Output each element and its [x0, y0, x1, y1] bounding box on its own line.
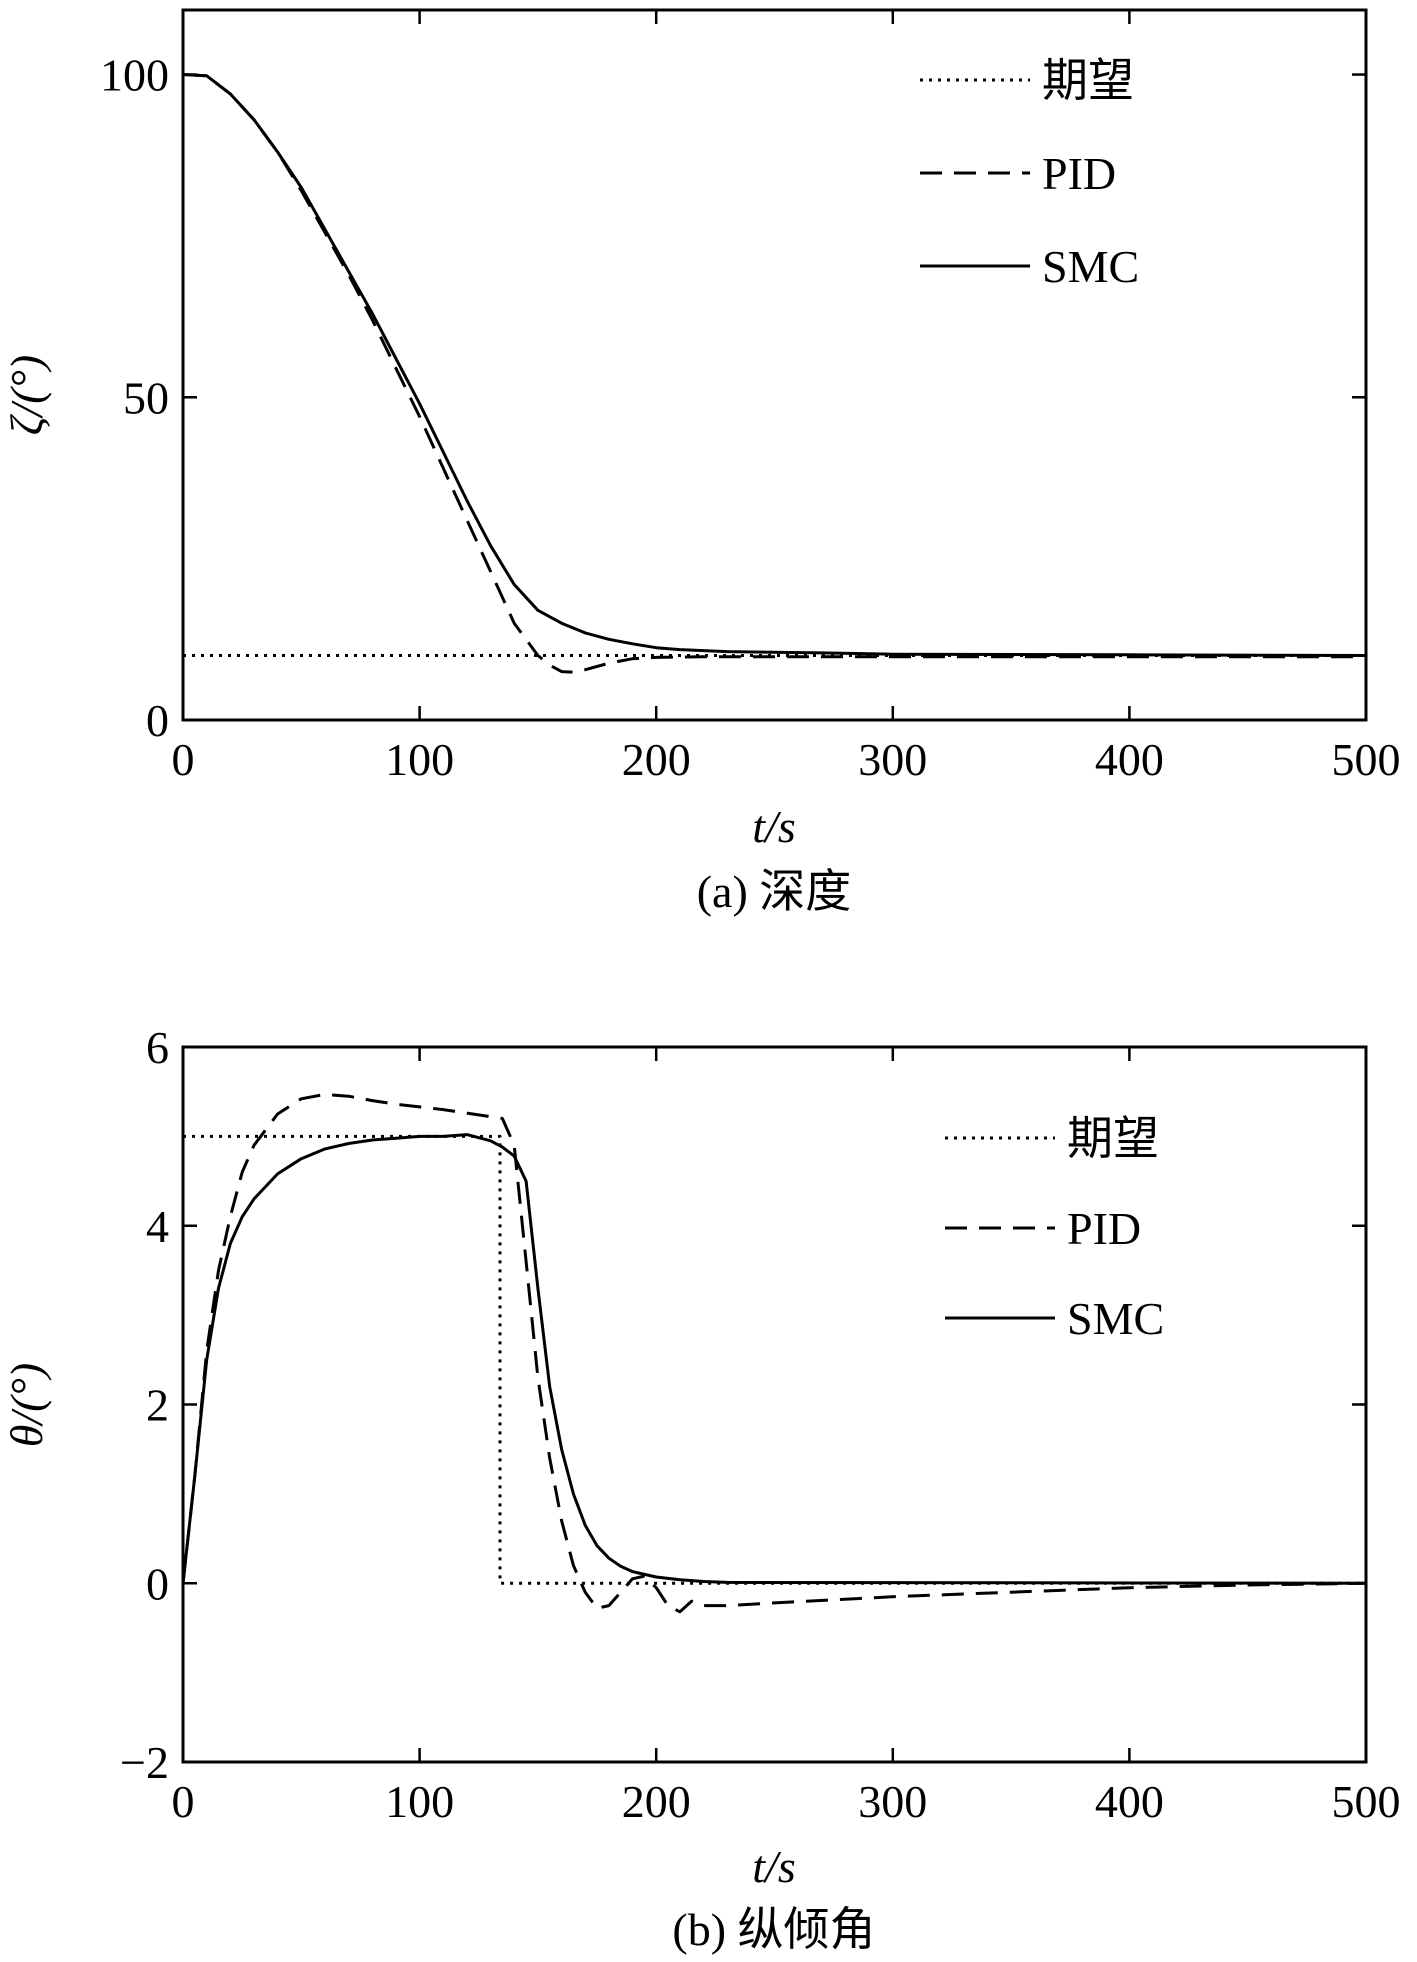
x-tick-label: 0: [172, 1776, 195, 1827]
x-tick-label: 300: [858, 1776, 927, 1827]
plot-area-frame: [181, 8, 1368, 722]
series-group: [182, 73, 1367, 674]
y-tick-label: 0: [146, 1558, 169, 1609]
legend-label: SMC: [1042, 241, 1139, 292]
chart-caption: (b) 纵倾角: [672, 1904, 875, 1955]
series-line-solid: [181, 1133, 1367, 1585]
y-tick-label: 2: [146, 1380, 169, 1431]
x-tick-label: 0: [172, 734, 195, 785]
series-line-solid: [182, 73, 1367, 657]
series-line-dotted: [183, 1134, 1366, 1585]
legend-label: SMC: [1067, 1293, 1164, 1344]
legend-label: 期望: [1067, 1113, 1159, 1164]
series-line-dashed: [181, 1092, 1367, 1614]
x-tick-label: 100: [385, 734, 454, 785]
y-tick-label: 4: [146, 1201, 169, 1252]
x-tick-label: 300: [858, 734, 927, 785]
y-axis-title: θ/(°): [1, 1363, 52, 1447]
x-tick-label: 500: [1332, 734, 1401, 785]
legend: 期望 PID SMC: [945, 1113, 1164, 1344]
legend: 期望 PID SMC: [920, 55, 1139, 292]
legend-label: PID: [1042, 148, 1116, 199]
x-tick-label: 500: [1332, 1776, 1401, 1827]
y-tick-label: 6: [146, 1022, 169, 1073]
x-tick-label: 400: [1095, 734, 1164, 785]
y-tick-label: 100: [100, 50, 169, 101]
x-tick-label: 400: [1095, 1776, 1164, 1827]
x-tick-label: 200: [622, 1776, 691, 1827]
y-tick-label: 0: [146, 695, 169, 746]
x-axis-title: t/s: [752, 1841, 795, 1892]
legend-label: PID: [1067, 1203, 1141, 1254]
x-tick-label: 100: [385, 1776, 454, 1827]
legend-label: 期望: [1042, 55, 1134, 106]
chart-panel-a: 0 100 200 300 400 500 0 50 100 期望 PID SMC t/s ζ/(°…: [1, 8, 1401, 917]
y-tick-label: −2: [120, 1737, 169, 1788]
series-line-dashed: [182, 73, 1366, 674]
chart-caption: (a) 深度: [697, 866, 852, 917]
axis-ticks: 0 100 200 300 400 500 0 50 100: [100, 10, 1401, 785]
y-tick-label: 50: [123, 372, 169, 423]
x-tick-label: 200: [622, 734, 691, 785]
y-axis-title: ζ/(°): [1, 355, 52, 435]
x-axis-title: t/s: [752, 801, 795, 852]
series-group: [181, 1092, 1367, 1614]
plot-area-frame: [181, 1045, 1368, 1764]
